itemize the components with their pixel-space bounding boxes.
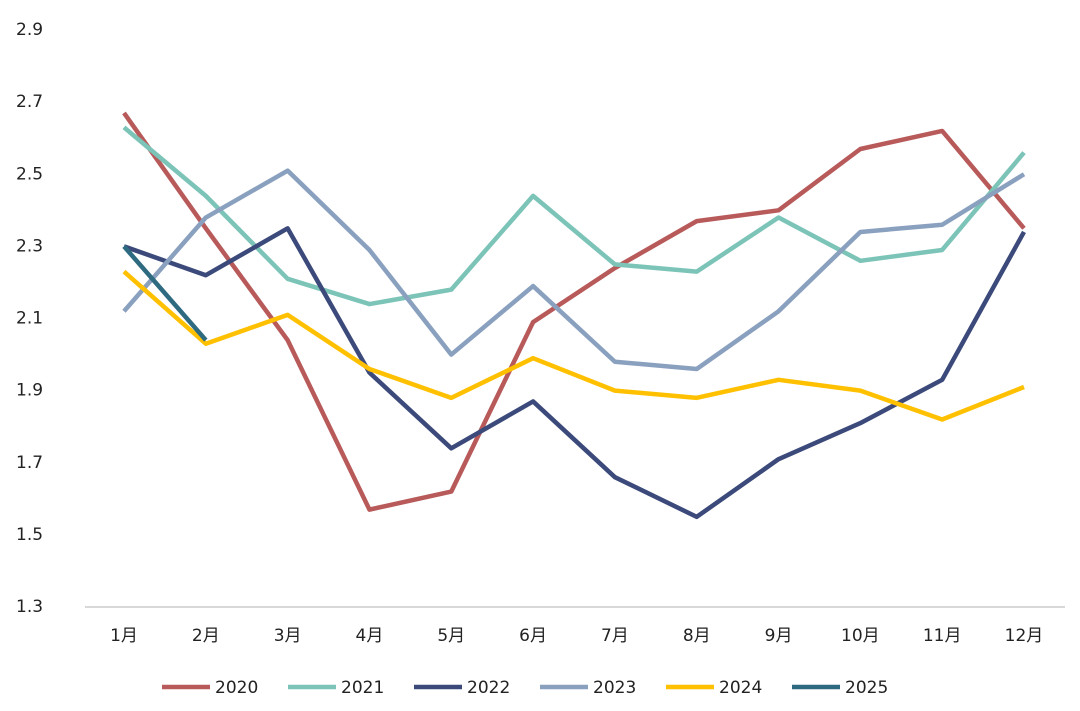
y-tick-label: 2.9 — [16, 20, 43, 40]
x-tick-label: 8月 — [683, 626, 711, 646]
y-tick-label: 1.3 — [16, 597, 43, 617]
x-tick-label: 12月 — [1005, 626, 1044, 646]
x-tick-label: 9月 — [765, 626, 793, 646]
legend-label: 2023 — [593, 678, 636, 698]
x-tick-label: 10月 — [841, 626, 880, 646]
y-tick-label: 1.9 — [16, 381, 43, 401]
x-tick-label: 4月 — [356, 626, 384, 646]
y-tick-label: 2.7 — [16, 92, 43, 112]
legend-label: 2025 — [845, 678, 888, 698]
x-tick-label: 2月 — [192, 626, 220, 646]
y-tick-label: 1.7 — [16, 453, 43, 473]
legend-label: 2021 — [341, 678, 384, 698]
y-tick-label: 2.3 — [16, 236, 43, 256]
y-tick-label: 2.1 — [16, 309, 43, 329]
series-line — [122, 125, 1026, 307]
x-tick-label: 5月 — [437, 626, 465, 646]
x-tick-label: 11月 — [923, 626, 962, 646]
series-line — [122, 111, 1026, 512]
legend-label: 2022 — [467, 678, 510, 698]
legend-label: 2020 — [215, 678, 258, 698]
series-line — [122, 269, 1025, 422]
x-tick-label: 1月 — [110, 626, 138, 646]
x-tick-label: 6月 — [519, 626, 547, 646]
series-line — [122, 168, 1026, 372]
y-tick-label: 1.5 — [16, 525, 43, 545]
series-line — [123, 226, 1026, 520]
x-tick-label: 7月 — [601, 626, 629, 646]
legend-label: 2024 — [719, 678, 762, 698]
series-line — [122, 244, 208, 342]
x-tick-label: 3月 — [274, 626, 302, 646]
y-tick-label: 2.5 — [16, 164, 43, 184]
